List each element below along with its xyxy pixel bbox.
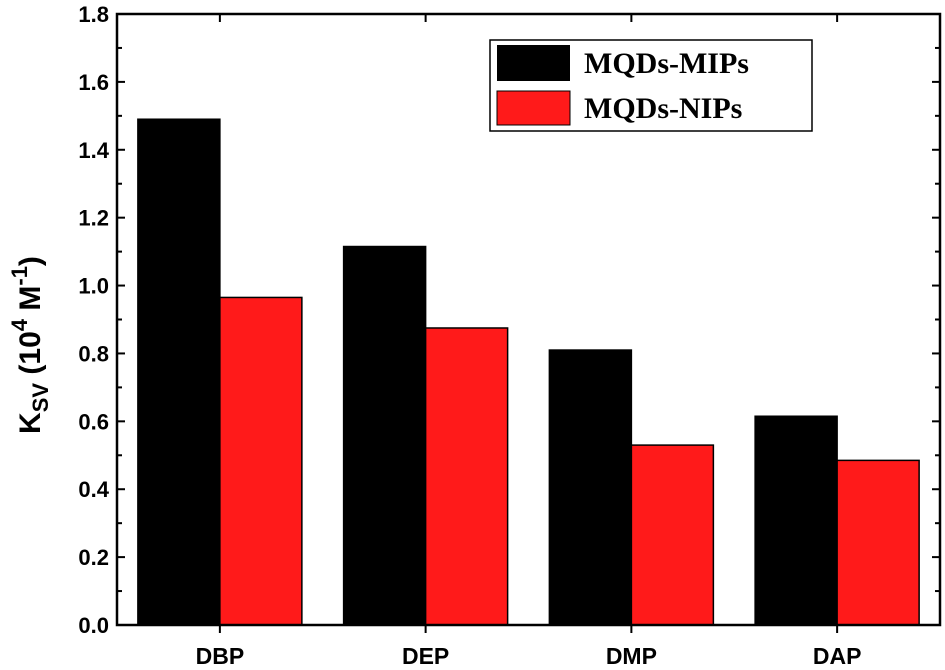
legend-label-nips: MQDs-NIPs xyxy=(584,92,742,125)
y-axis-label-rest2: M xyxy=(14,286,47,319)
y-axis-label-sup2: -1 xyxy=(7,266,32,286)
legend-label-mips: MQDs-MIPs xyxy=(584,47,749,80)
y-tick-label: 0.0 xyxy=(78,613,109,638)
x-tick-label: DEP xyxy=(402,643,449,669)
y-axis-label-rest1: (10 xyxy=(14,331,47,383)
y-tick-label: 1.8 xyxy=(78,2,109,27)
y-tick-label: 1.6 xyxy=(78,70,109,95)
y-axis-label-sup1: 4 xyxy=(7,318,32,331)
bar-dep-nips xyxy=(424,327,509,626)
category-labels: DBP DEP DMP DAP xyxy=(196,643,862,669)
y-tick-label: 1.2 xyxy=(78,206,109,231)
bar-dep-mips xyxy=(342,245,427,626)
legend: MQDs-MIPs MQDs-NIPs xyxy=(489,39,813,132)
x-tick-label: DMP xyxy=(606,643,657,669)
y-tick-label: 1.0 xyxy=(78,274,109,299)
y-tick-label: 0.6 xyxy=(78,409,109,434)
y-tick-label: 0.4 xyxy=(78,477,109,502)
x-tick-label: DAP xyxy=(813,643,862,669)
y-axis-label-sub: SV xyxy=(28,383,53,413)
bars-layer xyxy=(137,118,920,626)
bar-dap-mips xyxy=(754,415,838,626)
y-axis-label-main: K xyxy=(14,412,47,434)
plot-frame xyxy=(115,12,942,627)
bar-dap-nips xyxy=(836,459,920,626)
y-tick-label: 1.4 xyxy=(78,138,109,163)
x-tick-label: DBP xyxy=(196,643,245,669)
bar-dmp-nips xyxy=(630,444,715,626)
y-axis-label: KSV (104 M-1) xyxy=(7,256,53,434)
legend-swatch-mips xyxy=(497,45,570,81)
y-axis-label-rest3: ) xyxy=(14,256,47,266)
bar-dmp-mips xyxy=(548,349,633,626)
y-tick-label: 0.8 xyxy=(78,341,109,366)
y-tick-label: 0.2 xyxy=(78,545,109,570)
bar-dbp-nips xyxy=(219,296,303,626)
bar-dbp-mips xyxy=(137,118,221,626)
legend-swatch-nips xyxy=(496,90,571,126)
y-tick-labels: 0.0 0.2 0.4 0.6 0.8 1.0 1.2 1.4 1.6 1.8 xyxy=(78,2,109,638)
